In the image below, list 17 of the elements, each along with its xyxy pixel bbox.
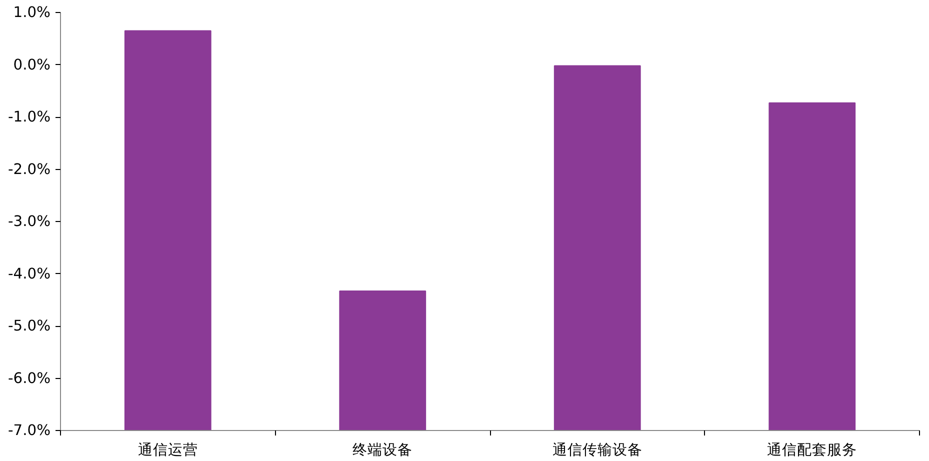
y-tick-label: -6.0% (8, 370, 51, 387)
bar (339, 290, 426, 430)
bar (554, 65, 641, 430)
x-tick-label: 通信传输设备 (552, 442, 642, 458)
y-tick-label: 0.0% (13, 56, 51, 74)
y-tick-label: -1.0% (8, 108, 51, 126)
x-tick-label: 通信运营 (138, 442, 198, 458)
y-tick-label: -7.0% (8, 422, 51, 439)
y-tick-label: -5.0% (8, 318, 51, 334)
x-tick-label: 通信配套服务 (767, 442, 858, 458)
y-tick-label: 1.0% (13, 4, 51, 21)
x-tick-label: 终端设备 (352, 442, 413, 458)
y-tick-label: -4.0% (8, 265, 51, 282)
y-tick-label: -2.0% (8, 160, 51, 178)
bar (124, 30, 212, 430)
y-tick-label: -3.0% (8, 213, 51, 230)
bar (768, 102, 856, 430)
